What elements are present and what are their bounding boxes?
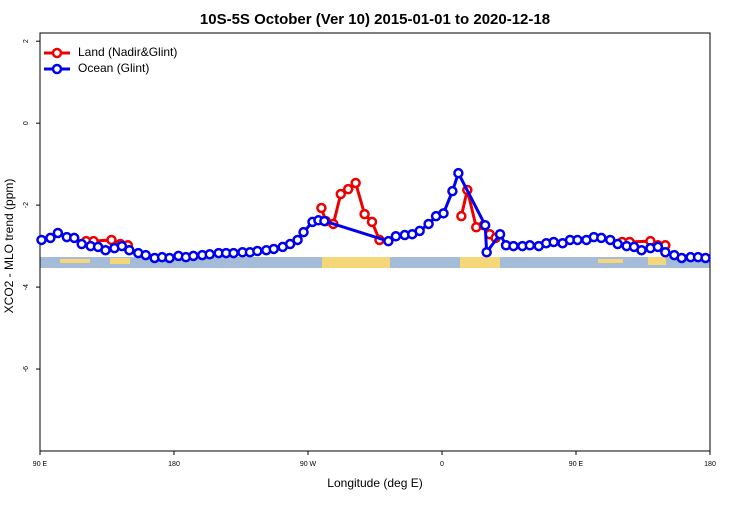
point — [116, 240, 128, 252]
point — [106, 234, 117, 246]
point — [350, 177, 361, 189]
point — [52, 227, 64, 239]
y-tick-label: -4 — [23, 284, 30, 290]
point — [423, 218, 434, 230]
point — [316, 202, 327, 214]
point — [140, 249, 151, 261]
point — [604, 234, 616, 246]
point — [572, 234, 583, 246]
point — [479, 219, 491, 231]
point — [228, 247, 239, 259]
point — [284, 238, 296, 250]
point — [188, 250, 199, 262]
point — [596, 232, 607, 244]
point — [36, 234, 47, 246]
x-axis-label: Longitude (deg E) — [327, 476, 422, 490]
point — [45, 232, 56, 244]
y-tick-label: -2 — [23, 202, 30, 208]
point — [124, 244, 135, 256]
point — [68, 232, 80, 244]
point — [414, 225, 425, 237]
point — [204, 249, 215, 260]
point — [676, 252, 687, 264]
point — [100, 244, 111, 256]
point — [342, 183, 354, 195]
x-tick-label: 0 — [440, 461, 444, 468]
point — [359, 208, 370, 220]
point — [652, 241, 664, 253]
point — [481, 246, 492, 258]
y-axis-label: XCO2 - MLO trend (ppm) — [2, 179, 16, 314]
point — [456, 210, 467, 222]
y-tick-label: -6 — [23, 366, 30, 372]
point — [76, 238, 87, 250]
point — [508, 240, 519, 252]
legend-marker — [51, 63, 63, 75]
x-tick-label: 90 E — [33, 461, 48, 468]
legend-marker — [51, 47, 63, 59]
y-tick-label: 2 — [23, 39, 30, 43]
legend-label: Ocean (Glint) — [78, 61, 149, 75]
point — [660, 246, 671, 258]
point — [319, 215, 330, 227]
y-tick-label: 0 — [23, 121, 30, 125]
point — [524, 240, 536, 251]
point — [494, 228, 506, 240]
x-tick-label: 90 W — [300, 461, 317, 468]
point — [268, 243, 280, 255]
point — [292, 234, 303, 246]
point — [383, 235, 394, 247]
map-strip — [40, 257, 710, 268]
point — [700, 252, 711, 264]
point — [252, 245, 263, 257]
point — [335, 188, 347, 200]
point — [390, 231, 402, 242]
point — [636, 244, 647, 256]
point — [298, 226, 309, 238]
point — [438, 208, 449, 219]
x-tick-label: 180 — [704, 461, 716, 468]
chart-title: 10S-5S October (Ver 10) 2015-01-01 to 20… — [200, 11, 550, 28]
point — [447, 185, 458, 197]
point — [612, 238, 623, 250]
point — [164, 252, 175, 264]
point — [548, 236, 559, 248]
series-line — [41, 169, 706, 260]
point — [366, 216, 378, 228]
legend-label: Land (Nadir&Glint) — [78, 45, 177, 59]
x-tick-label: 180 — [168, 461, 180, 468]
x-tick-label: 90 E — [569, 461, 584, 468]
point — [453, 167, 464, 179]
